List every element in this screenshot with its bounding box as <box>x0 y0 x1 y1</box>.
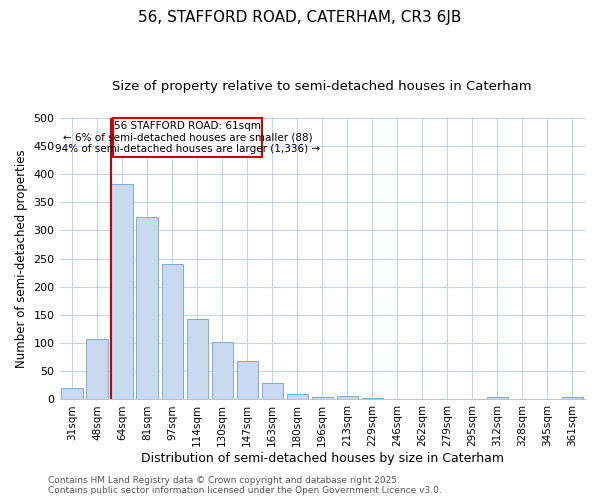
X-axis label: Distribution of semi-detached houses by size in Caterham: Distribution of semi-detached houses by … <box>141 452 504 465</box>
Bar <box>437 399 458 400</box>
Bar <box>512 399 533 400</box>
Bar <box>287 394 308 400</box>
Bar <box>86 339 108 400</box>
Bar <box>262 382 283 400</box>
Bar <box>161 264 183 400</box>
Bar <box>113 118 262 157</box>
Text: Contains HM Land Registry data © Crown copyright and database right 2025.
Contai: Contains HM Land Registry data © Crown c… <box>48 476 442 495</box>
Bar <box>537 399 558 400</box>
Bar <box>362 398 383 400</box>
Text: 56 STAFFORD ROAD: 61sqm
← 6% of semi-detached houses are smaller (88)
94% of sem: 56 STAFFORD ROAD: 61sqm ← 6% of semi-det… <box>55 121 320 154</box>
Bar <box>212 342 233 400</box>
Bar <box>61 388 83 400</box>
Text: 56, STAFFORD ROAD, CATERHAM, CR3 6JB: 56, STAFFORD ROAD, CATERHAM, CR3 6JB <box>139 10 461 25</box>
Bar <box>387 399 408 400</box>
Bar <box>236 361 258 400</box>
Bar <box>487 397 508 400</box>
Y-axis label: Number of semi-detached properties: Number of semi-detached properties <box>15 150 28 368</box>
Bar <box>187 319 208 400</box>
Bar <box>337 396 358 400</box>
Bar <box>136 218 158 400</box>
Bar <box>412 399 433 400</box>
Bar <box>311 396 333 400</box>
Bar <box>112 184 133 400</box>
Bar <box>562 397 583 400</box>
Title: Size of property relative to semi-detached houses in Caterham: Size of property relative to semi-detach… <box>112 80 532 93</box>
Bar <box>462 399 483 400</box>
